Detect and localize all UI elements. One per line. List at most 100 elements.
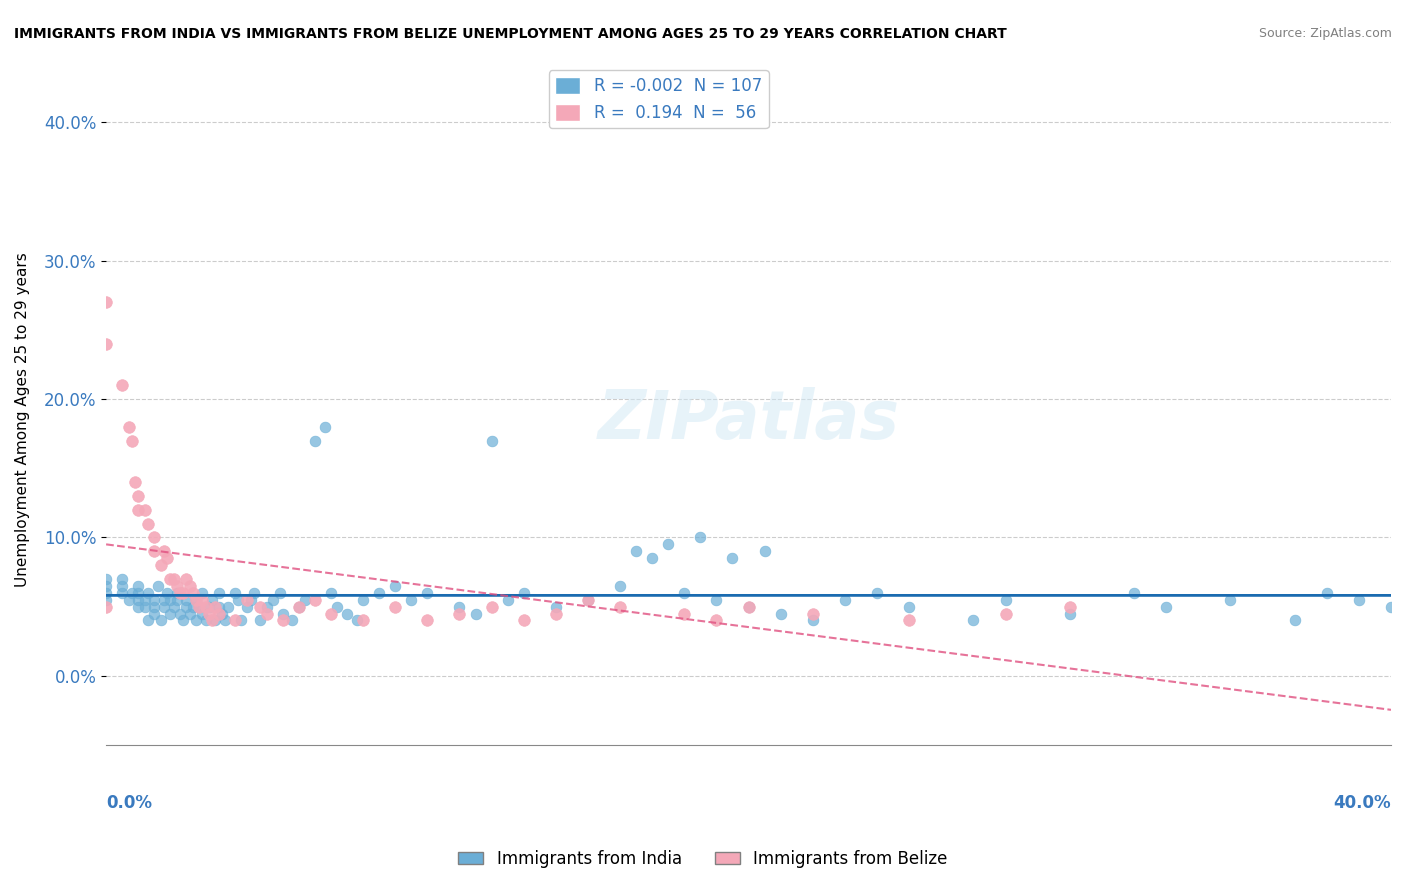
Point <box>94 586 117 600</box>
Point <box>249 599 271 614</box>
Point <box>281 614 304 628</box>
Point <box>721 551 744 566</box>
Point <box>201 614 224 628</box>
Point <box>166 586 188 600</box>
Point <box>962 614 984 628</box>
Point <box>994 607 1017 621</box>
Point <box>449 607 471 621</box>
Point <box>166 579 188 593</box>
Point <box>207 607 229 621</box>
Point <box>156 551 179 566</box>
Point <box>143 544 166 558</box>
Point <box>111 579 134 593</box>
Point <box>194 599 217 614</box>
Point <box>111 572 134 586</box>
Point <box>271 607 294 621</box>
Point <box>898 599 921 614</box>
Point <box>127 586 149 600</box>
Point <box>184 592 207 607</box>
Text: 0.0%: 0.0% <box>105 794 152 812</box>
Point <box>673 586 696 600</box>
Point <box>117 419 139 434</box>
Point <box>191 586 214 600</box>
Point <box>136 516 159 531</box>
Point <box>143 599 166 614</box>
Point <box>319 607 342 621</box>
Point <box>207 586 229 600</box>
Point <box>994 592 1017 607</box>
Point <box>127 599 149 614</box>
Point <box>706 614 728 628</box>
Point <box>181 599 204 614</box>
Point <box>481 434 503 448</box>
Point <box>121 434 143 448</box>
Point <box>256 599 278 614</box>
Legend: R = -0.002  N = 107, R =  0.194  N =  56: R = -0.002 N = 107, R = 0.194 N = 56 <box>548 70 769 128</box>
Point <box>224 586 246 600</box>
Point <box>149 558 172 573</box>
Point <box>169 586 191 600</box>
Point <box>134 502 156 516</box>
Point <box>191 592 214 607</box>
Point <box>624 544 647 558</box>
Point <box>416 586 439 600</box>
Point <box>1123 586 1146 600</box>
Point <box>544 607 567 621</box>
Point <box>153 599 176 614</box>
Point <box>496 592 519 607</box>
Point <box>153 544 176 558</box>
Point <box>1347 592 1369 607</box>
Point <box>184 592 207 607</box>
Point <box>159 572 181 586</box>
Point <box>512 614 534 628</box>
Point <box>111 378 134 392</box>
Point <box>481 599 503 614</box>
Y-axis label: Unemployment Among Ages 25 to 29 years: Unemployment Among Ages 25 to 29 years <box>15 252 30 587</box>
Point <box>1059 607 1081 621</box>
Point <box>236 599 259 614</box>
Point <box>153 592 176 607</box>
Point <box>512 586 534 600</box>
Point <box>146 579 169 593</box>
Point <box>249 614 271 628</box>
Point <box>769 607 792 621</box>
Point <box>134 599 156 614</box>
Point <box>609 579 631 593</box>
Point <box>179 579 201 593</box>
Point <box>176 572 198 586</box>
Text: 40.0%: 40.0% <box>1333 794 1391 812</box>
Point <box>94 579 117 593</box>
Point <box>172 586 194 600</box>
Point <box>1379 599 1402 614</box>
Point <box>314 419 336 434</box>
Point <box>162 572 184 586</box>
Point <box>204 614 226 628</box>
Point <box>544 599 567 614</box>
Point <box>111 586 134 600</box>
Point <box>162 599 184 614</box>
Point <box>336 607 359 621</box>
Point <box>127 489 149 503</box>
Point <box>689 531 711 545</box>
Point <box>134 592 156 607</box>
Point <box>207 599 229 614</box>
Point <box>176 599 198 614</box>
Point <box>737 599 759 614</box>
Point <box>256 607 278 621</box>
Point <box>641 551 664 566</box>
Point <box>214 614 236 628</box>
Point <box>754 544 776 558</box>
Point <box>94 599 117 614</box>
Point <box>94 336 117 351</box>
Point <box>198 607 221 621</box>
Point <box>127 592 149 607</box>
Point <box>326 599 349 614</box>
Point <box>94 592 117 607</box>
Point <box>706 592 728 607</box>
Point <box>127 502 149 516</box>
Point <box>143 607 166 621</box>
Point <box>181 586 204 600</box>
Point <box>1316 586 1339 600</box>
Point <box>1284 614 1306 628</box>
Point <box>179 607 201 621</box>
